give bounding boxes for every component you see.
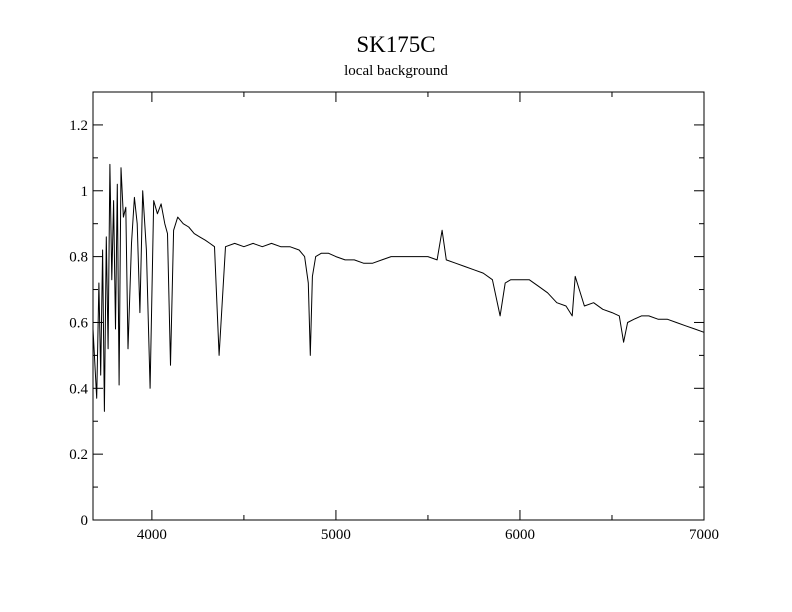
x-tick-label: 4000: [137, 527, 167, 543]
x-tick-label: 7000: [689, 527, 719, 543]
y-tick-label: 0.6: [69, 315, 88, 331]
y-tick-label: 0.2: [69, 447, 88, 463]
axis-tick-labels: 4000 5000 6000 7000 0 0.2 0.4 0.6 0.8 1 1.2: [69, 118, 719, 543]
y-tick-label: 0.4: [69, 381, 88, 397]
x-tick-label: 5000: [321, 527, 351, 543]
chart-subtitle: local background: [344, 63, 448, 79]
chart-title: SK175C: [356, 32, 436, 57]
y-tick-label: 0: [81, 513, 89, 529]
x-tick-label: 6000: [505, 527, 535, 543]
plot-frame: [92, 91, 705, 521]
axis-ticks: [93, 91, 705, 521]
y-tick-label: 0.8: [69, 250, 88, 266]
y-tick-label: 1: [81, 184, 89, 200]
y-tick-label: 1.2: [69, 118, 88, 134]
spectrum-line: [92, 163, 705, 412]
